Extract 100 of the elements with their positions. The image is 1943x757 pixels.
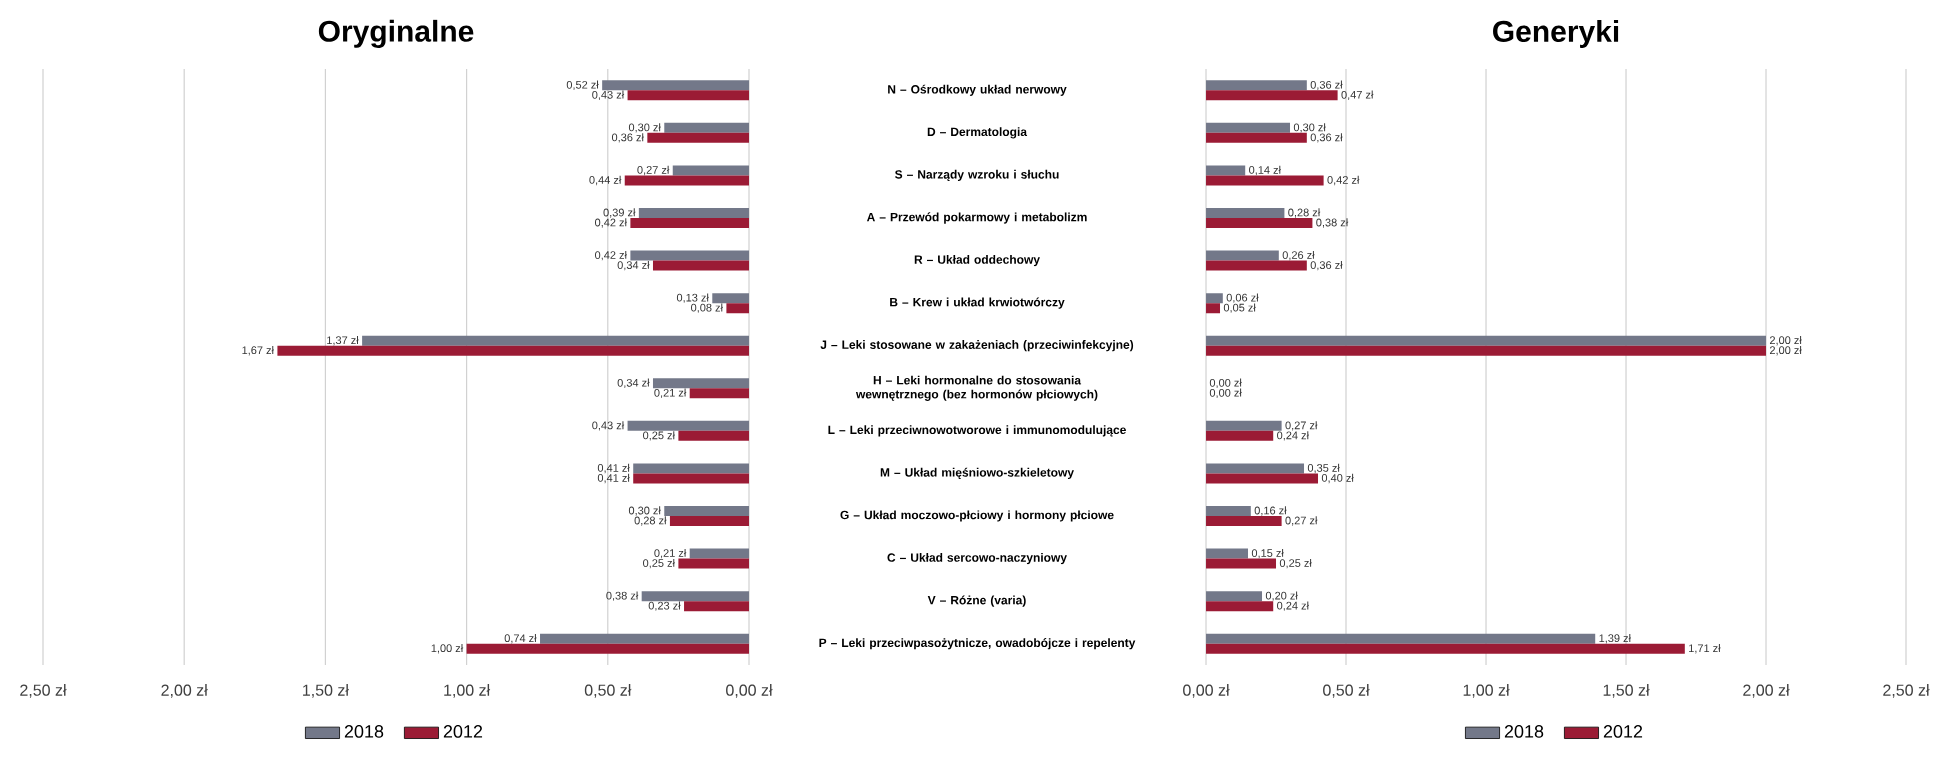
data-label: 0,36 zł bbox=[1310, 80, 1343, 90]
data-label: 0,00 zł bbox=[1209, 378, 1242, 388]
bar bbox=[624, 175, 749, 186]
data-label: 0,25 zł bbox=[643, 558, 675, 569]
bar bbox=[1206, 463, 1305, 474]
data-label: 0,28 zł bbox=[634, 516, 667, 526]
data-label: 0,34 zł bbox=[617, 260, 650, 271]
bar bbox=[647, 132, 749, 143]
bar bbox=[1206, 132, 1307, 143]
data-label: 0,44 zł bbox=[589, 175, 622, 186]
data-label: 0,16 zł bbox=[1254, 506, 1287, 516]
x-tick-label: 1,50 zł bbox=[1603, 684, 1650, 698]
bar bbox=[633, 463, 749, 474]
data-label: 0,42 zł bbox=[595, 218, 627, 228]
bar bbox=[1206, 208, 1285, 219]
bar bbox=[672, 165, 749, 176]
bar bbox=[1206, 506, 1251, 517]
chart-title: Oryginalne bbox=[318, 19, 474, 48]
bar bbox=[1206, 516, 1282, 527]
data-label: 0,27 zł bbox=[1285, 516, 1318, 526]
bar bbox=[1206, 633, 1596, 644]
bar bbox=[684, 601, 749, 612]
bar bbox=[1206, 122, 1291, 133]
data-label: 0,38 zł bbox=[606, 591, 639, 601]
data-label: 1,00 zł bbox=[431, 644, 464, 654]
bar bbox=[1206, 260, 1307, 271]
data-label: 0,40 zł bbox=[1321, 473, 1354, 484]
data-label: 0,24 zł bbox=[1277, 431, 1309, 441]
bar bbox=[652, 378, 749, 389]
data-label: 0,36 zł bbox=[1310, 260, 1343, 271]
y-tick-label: S – Narządy wzroku i słuchu bbox=[894, 169, 1059, 182]
bar bbox=[652, 260, 749, 271]
data-label: 0,20 zł bbox=[1265, 591, 1298, 601]
bar bbox=[1206, 548, 1249, 559]
legend-label: 2018 bbox=[344, 725, 384, 738]
bar bbox=[627, 420, 749, 431]
data-label: 0,23 zł bbox=[648, 601, 681, 611]
data-label: 0,30 zł bbox=[628, 506, 661, 516]
x-tick-label: 0,00 zł bbox=[726, 684, 773, 698]
y-tick-label: B – Krew i układ krwiotwórczy bbox=[890, 297, 1065, 309]
bar bbox=[1206, 591, 1263, 602]
y-tick-label: D – Dermatologia bbox=[927, 127, 1028, 139]
data-label: 0,41 zł bbox=[597, 473, 630, 484]
y-tick-label: J – Leki stosowane w zakażeniach (przeciwinfekcyjne) bbox=[820, 340, 1134, 352]
bar bbox=[1206, 473, 1319, 484]
bar bbox=[627, 90, 749, 101]
y-tick-label: P – Leki przeciwpasożytnicze, owadobójcze i repelenty bbox=[819, 638, 1136, 650]
bar bbox=[1206, 80, 1307, 91]
bar bbox=[1206, 90, 1338, 101]
y-tick-label: N – Ośrodkowy układ nerwowy bbox=[888, 84, 1067, 96]
bar bbox=[1206, 558, 1277, 569]
bar bbox=[1206, 175, 1324, 186]
bar bbox=[1206, 165, 1246, 176]
bar bbox=[678, 558, 749, 569]
x-tick-label: 2,50 zł bbox=[20, 684, 67, 698]
data-label: 1,67 zł bbox=[242, 346, 274, 356]
y-tick-label: G – Układ moczowo-płciowy i hormony płciowe bbox=[840, 510, 1114, 522]
bar bbox=[1206, 303, 1221, 314]
bar bbox=[664, 122, 749, 133]
data-label: 0,27 zł bbox=[1285, 421, 1318, 431]
data-label: 0,00 zł bbox=[1209, 388, 1242, 398]
bar bbox=[540, 633, 749, 644]
bar bbox=[630, 250, 749, 261]
data-label: 0,27 zł bbox=[637, 165, 670, 176]
chart-title: Generyki bbox=[1493, 19, 1619, 48]
bar bbox=[630, 218, 749, 229]
bar bbox=[1206, 293, 1223, 304]
bar bbox=[633, 473, 749, 484]
bar bbox=[1206, 430, 1274, 441]
data-label: 0,41 zł bbox=[597, 463, 630, 474]
data-label: 1,71 zł bbox=[1689, 644, 1721, 654]
data-label: 0,15 zł bbox=[1251, 548, 1284, 559]
data-label: 0,39 zł bbox=[603, 208, 636, 218]
legend-label: 2018 bbox=[1504, 725, 1544, 738]
data-label: 0,47 zł bbox=[1341, 90, 1374, 100]
bar bbox=[1206, 335, 1767, 346]
data-label: 0,30 zł bbox=[628, 123, 661, 133]
x-tick-label: 1,50 zł bbox=[303, 684, 349, 698]
data-label: 0,35 zł bbox=[1307, 463, 1340, 474]
bar bbox=[689, 388, 749, 399]
bar bbox=[638, 208, 749, 219]
data-label: 0,42 zł bbox=[595, 250, 627, 261]
data-label: 0,74 zł bbox=[504, 634, 537, 644]
x-tick-label: 1,00 zł bbox=[1463, 684, 1510, 698]
data-label: 0,05 zł bbox=[1223, 303, 1256, 313]
y-tick-label: V – Różne (varia) bbox=[927, 595, 1026, 607]
x-tick-label: 2,00 zł bbox=[161, 684, 208, 698]
data-label: 0,21 zł bbox=[654, 548, 687, 559]
data-label: 0,13 zł bbox=[676, 293, 709, 303]
data-label: 0,52 zł bbox=[566, 80, 599, 90]
data-label: 1,39 zł bbox=[1599, 634, 1631, 644]
y-tick-label: A – Przewód pokarmowy i metabolizm bbox=[866, 212, 1087, 224]
data-label: 0,21 zł bbox=[654, 388, 687, 398]
data-label: 2,00 zł bbox=[1769, 346, 1802, 356]
x-tick-label: 0,50 zł bbox=[584, 684, 632, 698]
y-tick-label: H – Leki hormonalne do stosowania wewnętrznego (bez hormonów płciowych) bbox=[855, 375, 1098, 401]
y-tick-label: M – Układ mięśniowo-szkieletowy bbox=[880, 467, 1074, 480]
bar bbox=[1206, 345, 1767, 356]
data-label: 0,25 zł bbox=[1279, 558, 1312, 569]
bar bbox=[689, 548, 749, 559]
